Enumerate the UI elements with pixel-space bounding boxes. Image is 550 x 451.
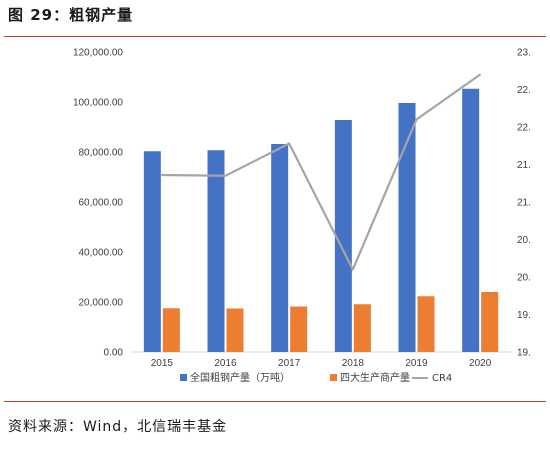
source-note: 资料来源：Wind，北信瑞丰基金: [8, 419, 228, 435]
legend-label: CR4: [432, 373, 452, 384]
bar-top4-2015: [162, 308, 180, 352]
cr4-point-2019: [415, 118, 418, 121]
legend-label: 全国粗钢产量（万吨）: [190, 371, 290, 384]
bar-top4-2020: [481, 292, 499, 352]
x-tick-label: 2020: [469, 358, 492, 369]
legend: 全国粗钢产量（万吨） 四大生产商产量 CR4: [180, 371, 452, 384]
right-tick-label: 22.: [517, 123, 531, 134]
x-tick-label: 2017: [278, 358, 301, 369]
top-rule: [4, 36, 546, 37]
cr4-line-series: [161, 73, 481, 271]
left-tick-label: 120,000.00: [73, 48, 123, 59]
x-tick-label: 2015: [151, 358, 174, 369]
bar-national-2019: [398, 103, 416, 352]
legend-label: 四大生产商产量: [340, 371, 410, 384]
cr4-point-2017: [288, 142, 290, 145]
right-tick-label: 22.: [517, 85, 531, 96]
bar-national-2018: [334, 120, 352, 352]
figure-title: 图 29：粗钢产量: [8, 6, 134, 24]
right-tick-label: 19.: [517, 310, 531, 321]
cr4-point-2015: [161, 174, 163, 176]
cr4-point-2016: [224, 174, 227, 177]
cr4-point-2018: [352, 268, 354, 271]
left-axis: 0.00 20,000.00 40,000.00 60,000.00 80,000.00…: [73, 48, 123, 359]
right-axis: 19. 19. 20. 20. 21. 21. 22. 22. 23.: [517, 48, 531, 359]
cr4-line: [161, 73, 481, 271]
left-tick-label: 0.00: [104, 348, 124, 359]
left-tick-label: 100,000.00: [73, 98, 123, 109]
x-tick-label: 2019: [405, 358, 428, 369]
left-tick-label: 20,000.00: [79, 298, 124, 309]
right-tick-label: 21.: [517, 198, 531, 209]
right-tick-label: 20.: [517, 235, 531, 246]
x-tick-label: 2016: [214, 358, 237, 369]
right-tick-label: 21.: [517, 160, 531, 171]
bar-national-2017: [271, 144, 289, 352]
right-tick-label: 19.: [517, 348, 531, 359]
right-tick-label: 23.: [517, 48, 531, 59]
bar-national-2015: [143, 151, 161, 352]
bar-national-2016: [207, 150, 225, 352]
left-tick-label: 80,000.00: [79, 148, 124, 159]
bottom-rule: [4, 401, 546, 402]
bar-top4-2017: [290, 306, 308, 352]
bars: [143, 88, 499, 352]
cr4-point-2020: [479, 73, 481, 76]
left-tick-label: 60,000.00: [79, 198, 124, 209]
bar-national-2020: [462, 88, 480, 352]
x-axis: 2015 2016 2017 2018 2019 2020: [151, 358, 492, 369]
right-tick-label: 20.: [517, 273, 531, 284]
bar-top4-2016: [226, 308, 244, 352]
legend-swatch: [330, 374, 337, 381]
x-tick-label: 2018: [342, 358, 365, 369]
bar-top4-2019: [417, 296, 435, 352]
legend-swatch: [180, 374, 187, 381]
bar-top4-2018: [353, 304, 371, 352]
left-tick-label: 40,000.00: [79, 248, 124, 259]
